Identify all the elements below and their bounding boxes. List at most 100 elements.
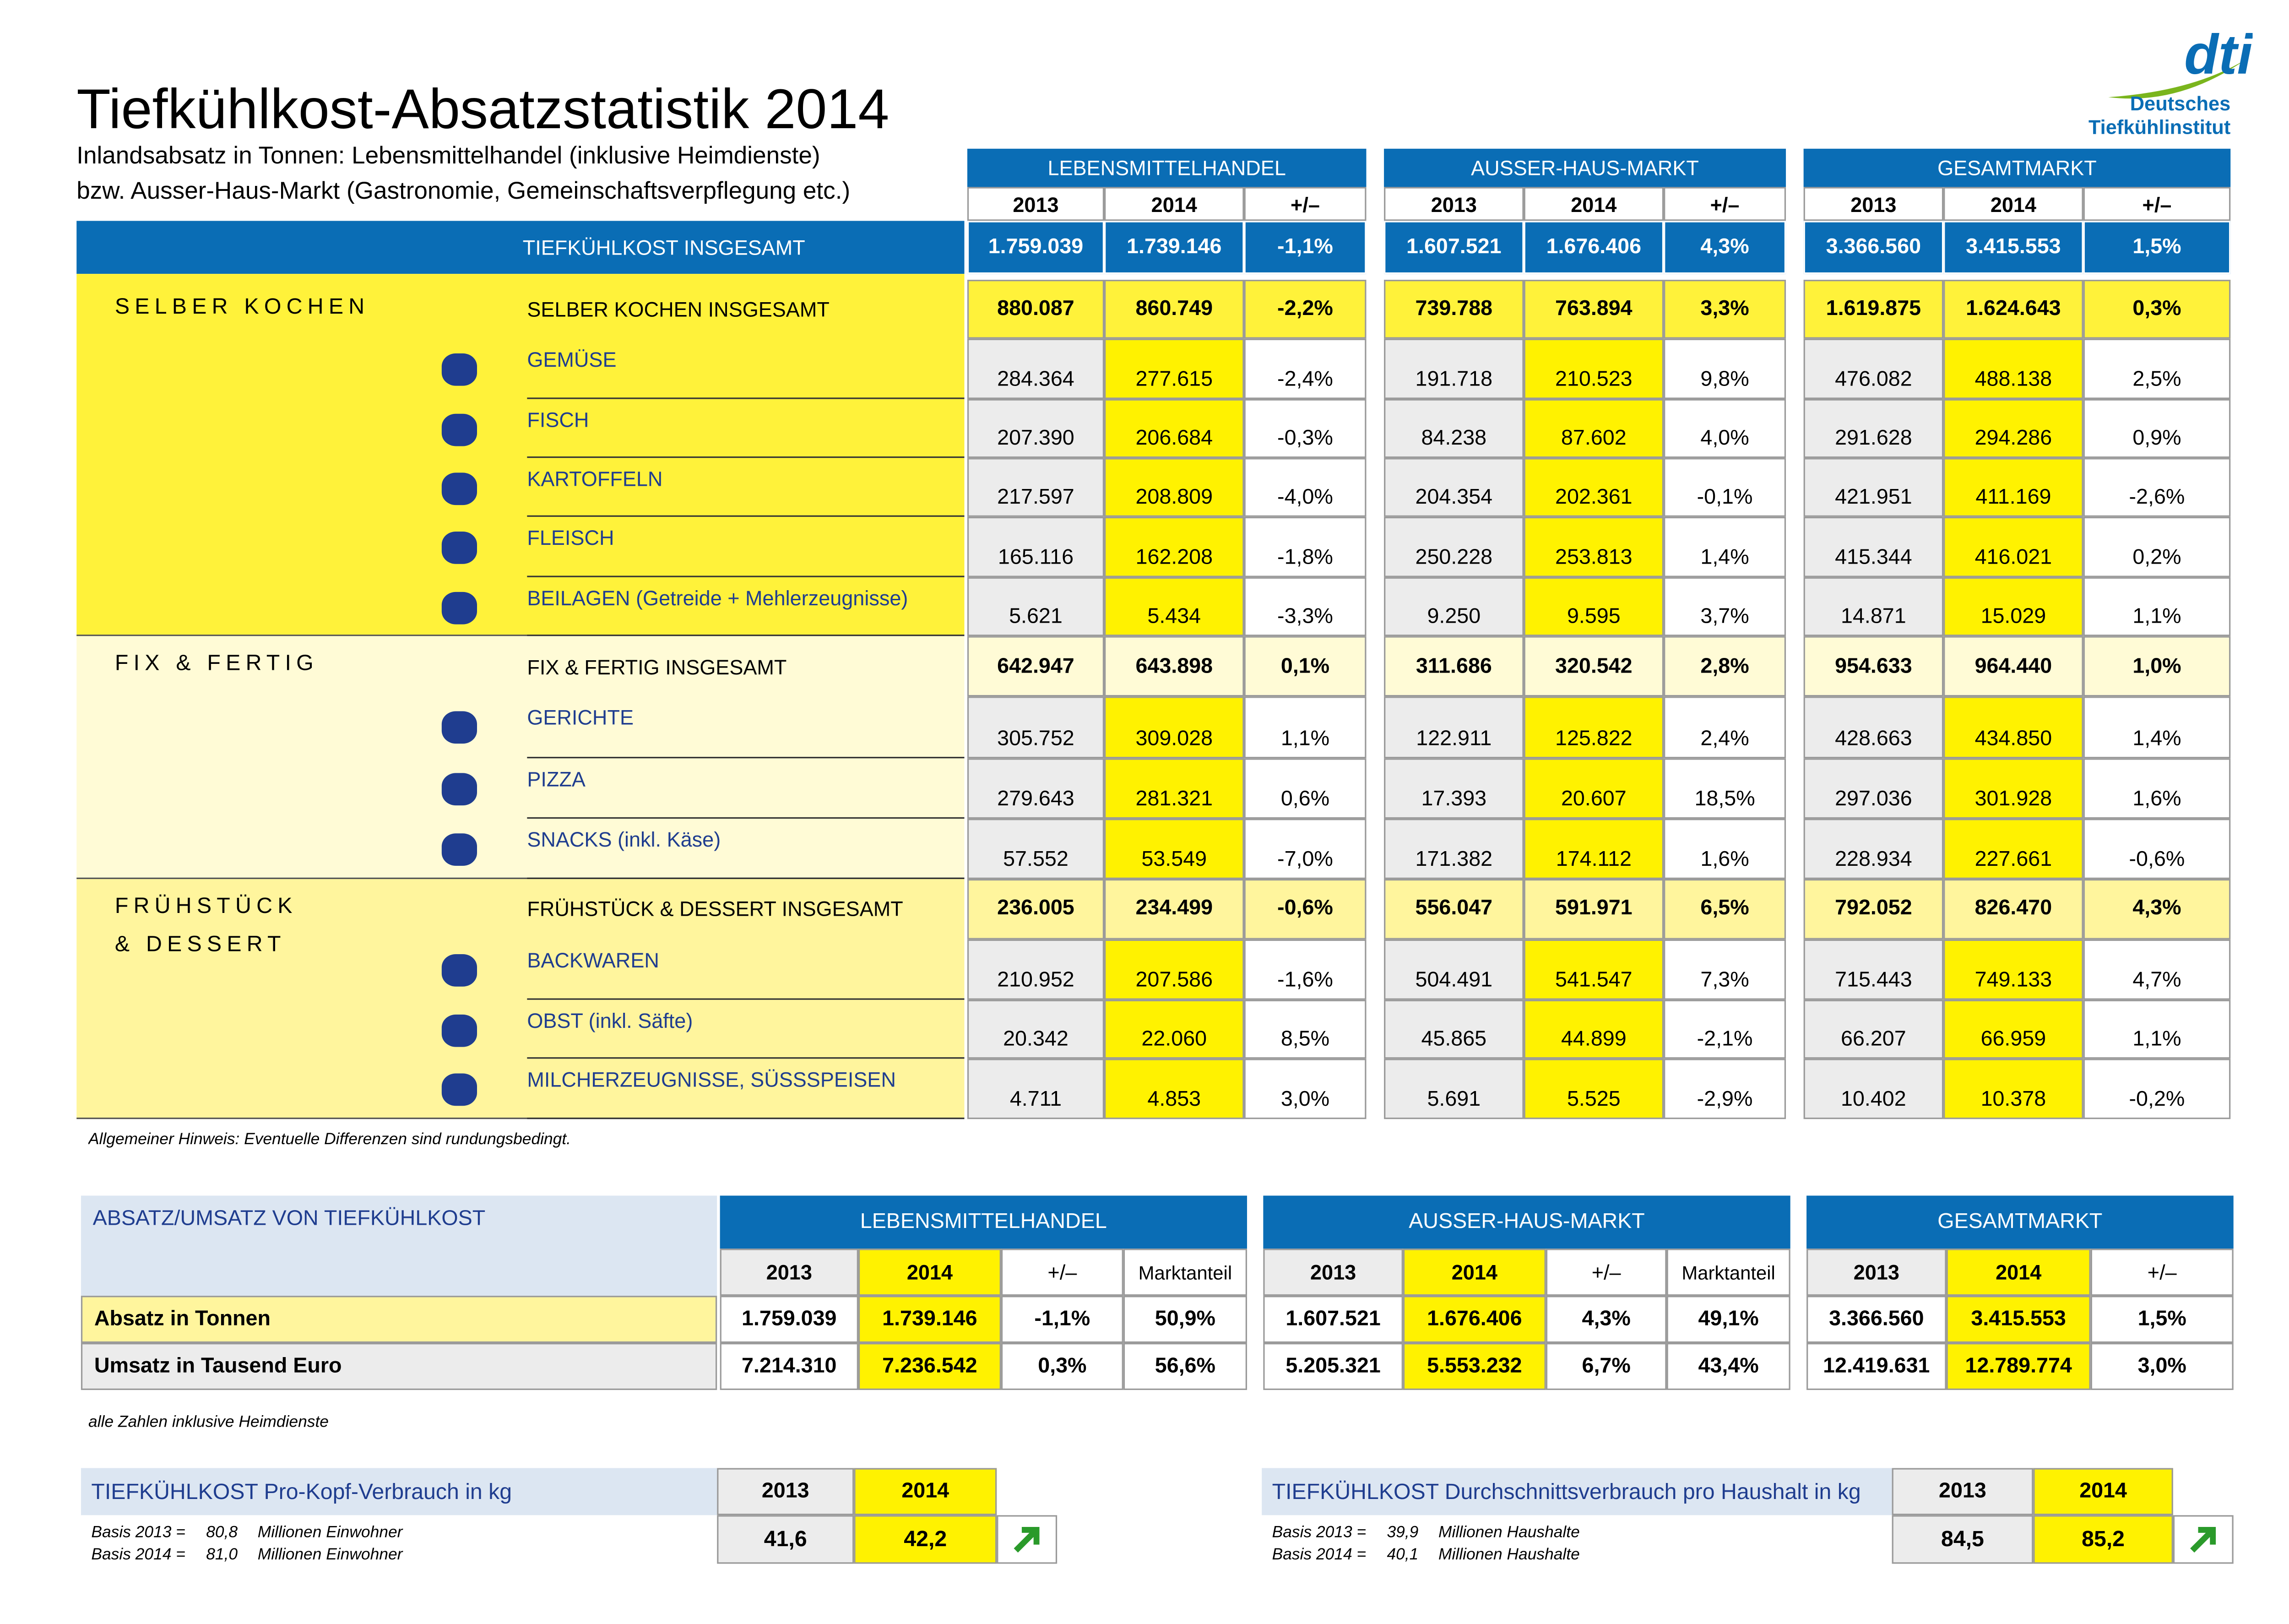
total-value: 1.739.146 [1104,221,1244,274]
total-value: 234.499 [1104,879,1244,940]
column-header: 2014 [1946,1249,2091,1296]
column-header: 2013 [720,1249,858,1296]
trend-arrow [2190,1527,2216,1553]
value: 7,3% [1664,939,1786,999]
value: 1,6% [1664,818,1786,879]
column-header: 2013 [1384,187,1524,221]
row-label: SNACKS (inkl. Käse) [527,818,965,879]
value: -2,9% [1664,1059,1786,1119]
value: 210.523 [1524,339,1664,399]
column-header: 2014 [854,1468,997,1515]
value: 14.871 [1803,576,1944,636]
basis-text: Millionen Haushalte [1438,1524,1580,1542]
logo-text: Deutsches [2130,92,2231,114]
total-value: 1.607.521 [1384,221,1524,274]
section-name: & DESSERT [114,931,286,956]
row-label: OBST (inkl. Säfte) [527,999,965,1059]
value: 1,4% [1664,517,1786,577]
value: -4,0% [1244,458,1367,517]
column-header: +/– [2090,1249,2234,1296]
value: 4,0% [1664,398,1786,458]
value: 411.169 [1943,458,2083,517]
value: 10.402 [1803,1059,1944,1119]
total-value: 320.542 [1524,636,1664,697]
value: 56,6% [1123,1343,1247,1390]
total-value: 860.749 [1104,280,1244,339]
row-label: FRÜHSTÜCK & DESSERT INSGESAMT [527,897,903,921]
total-value: -1,1% [1244,221,1367,274]
column-header: 2014 [1104,187,1244,221]
value: 488.138 [1943,339,2083,399]
value: 42,2 [854,1515,997,1564]
row-label: Umsatz in Tausend Euro [81,1343,717,1390]
value: 281.321 [1104,757,1244,819]
value: 2,4% [1664,696,1786,758]
value: 9.595 [1524,576,1664,636]
value: 279.643 [967,757,1105,819]
value: 57.552 [967,818,1105,879]
total-value: 3,3% [1664,280,1786,339]
value: 217.597 [967,458,1105,517]
value: -0,3% [1244,398,1367,458]
basis-text: Millionen Einwohner [257,1524,403,1542]
total-value: 964.440 [1943,636,2083,697]
value: -2,6% [2083,458,2231,517]
section-name: FRÜHSTÜCK [114,893,298,918]
total-value: 880.087 [967,280,1105,339]
value: 227.661 [1943,818,2083,879]
row-label: BACKWAREN [527,939,965,999]
title: Tiefkühlkost-Absatzstatistik 2014 [76,79,890,141]
value: -3,3% [1244,576,1367,636]
value: 476.082 [1803,339,1944,399]
row-label: SELBER KOCHEN INSGESAMT [527,298,830,321]
value: 5.621 [967,576,1105,636]
value: 277.615 [1104,339,1244,399]
value: 228.934 [1803,818,1944,879]
value: 0,9% [2083,398,2231,458]
row-icon [441,591,477,624]
row-label: Absatz in Tonnen [81,1296,717,1343]
value: 22.060 [1104,999,1244,1059]
column-header: +/– [1664,187,1786,221]
total-value: 643.898 [1104,636,1244,697]
value: 7.214.310 [720,1343,858,1390]
value: 18,5% [1664,757,1786,819]
box-title: TIEFKÜHLKOST Durchschnittsverbrauch pro … [1262,1468,1892,1515]
value: 5.553.232 [1403,1343,1546,1390]
value: 66.207 [1803,999,1944,1059]
row-icon [441,1074,477,1107]
basis-text: Millionen Haushalte [1438,1546,1580,1564]
total-value: 1,0% [2083,636,2231,697]
subtitle: bzw. Ausser-Haus-Markt (Gastronomie, Gem… [76,177,851,204]
subtitle: Inlandsabsatz in Tonnen: Lebensmittelhan… [76,142,820,169]
value: 45.865 [1384,999,1524,1059]
value: 6,7% [1546,1343,1667,1390]
column-header: +/– [1546,1249,1667,1296]
value: 1.676.406 [1403,1296,1546,1343]
value: -7,0% [1244,818,1367,879]
value: 191.718 [1384,339,1524,399]
value: 434.850 [1943,696,2083,758]
column-header: +/– [2083,187,2231,221]
total-value: 954.633 [1803,636,1944,697]
value: 206.684 [1104,398,1244,458]
summary-note: alle Zahlen inklusive Heimdienste [88,1413,329,1431]
value: 305.752 [967,696,1105,758]
value: 7.236.542 [858,1343,1001,1390]
total-value: 0,3% [2083,280,2231,339]
group-header: AUSSER-HAUS-MARKT [1263,1195,1790,1249]
row-icon [441,712,477,744]
value: 53.549 [1104,818,1244,879]
basis-text: Basis 2014 = [91,1546,185,1564]
value: 8,5% [1244,999,1367,1059]
summary-title: ABSATZ/UMSATZ VON TIEFKÜHLKOST [81,1195,717,1296]
value: -0,2% [2083,1059,2231,1119]
section-bg [76,879,965,1119]
value: 250.228 [1384,517,1524,577]
total-value: 0,1% [1244,636,1367,697]
row-icon [441,353,477,386]
basis-text: 80,8 [206,1524,238,1542]
value: 1,6% [2083,757,2231,819]
row-icon [441,473,477,505]
